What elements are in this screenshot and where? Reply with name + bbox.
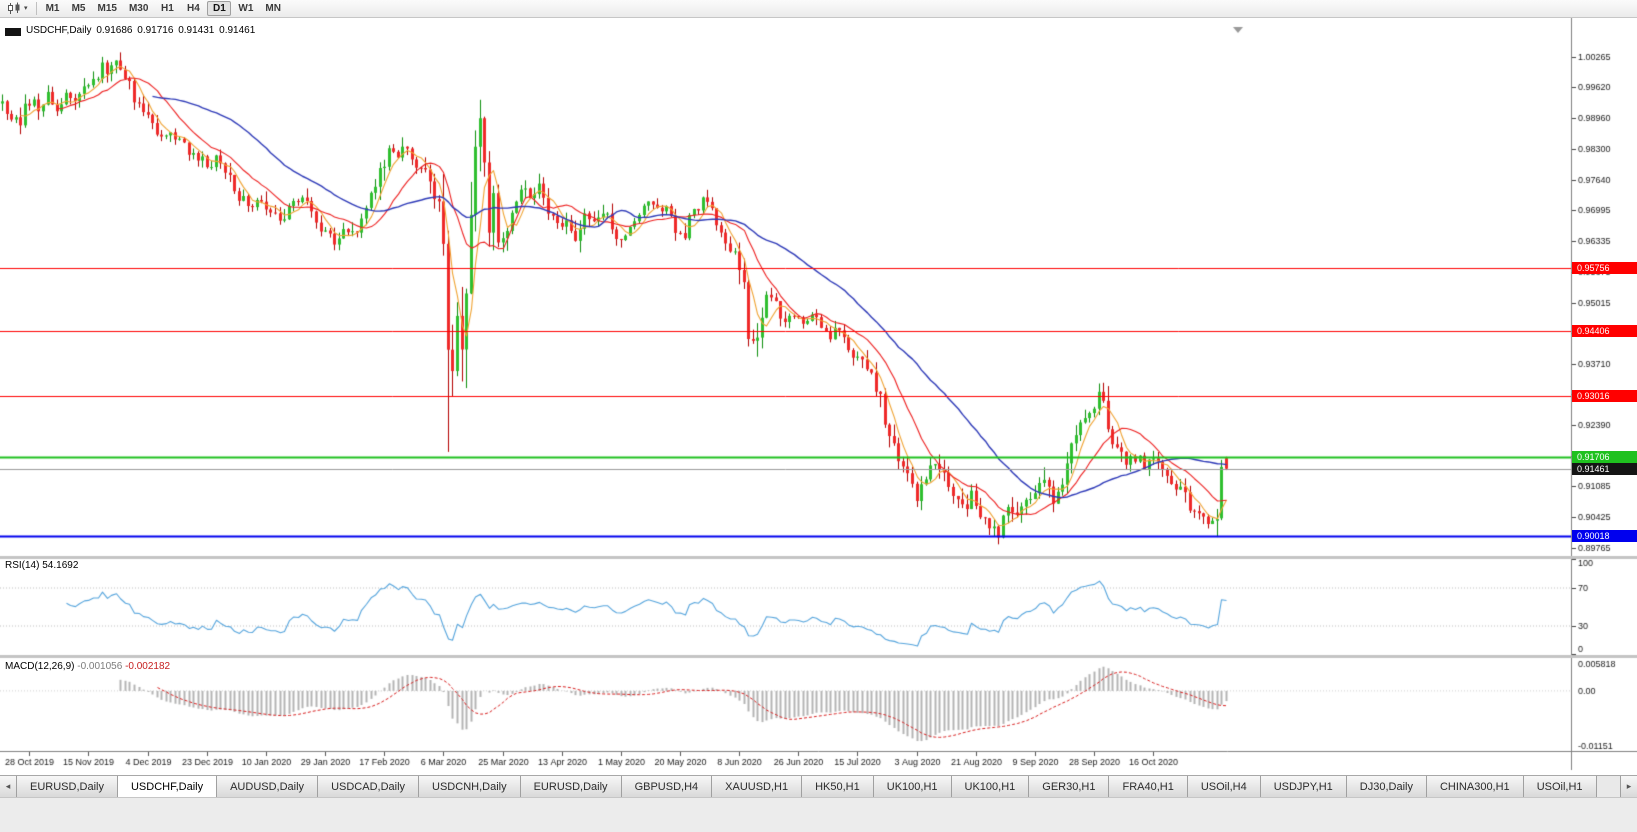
chart-tab-xauusd-h1[interactable]: XAUUSD,H1 [712,776,803,797]
hline-price-badge: 0.94406 [1572,325,1637,337]
hline-price-badge: 0.95756 [1572,262,1637,274]
chart-tab-eurusd-daily[interactable]: EURUSD,Daily [17,776,118,797]
chart-tab-usdjpy-h1[interactable]: USDJPY,H1 [1260,776,1347,797]
macd-main-value: -0.001056 [77,661,123,672]
timeframe-button-h1[interactable]: H1 [161,3,174,14]
ohlc-high: 0.91716 [137,25,174,36]
broker-logo [5,28,21,36]
timeframe-button-mn[interactable]: MN [265,3,281,14]
chart-title: USDCHF,Daily 0.91686 0.91716 0.91431 0.9… [26,25,257,36]
chart-tab-dj30-daily[interactable]: DJ30,Daily [1346,776,1427,797]
rsi-name: RSI(14) [5,560,40,571]
timeframe-button-m1[interactable]: M1 [45,3,60,14]
macd-name: MACD(12,26,9) [5,661,75,672]
macd-indicator-label: MACD(12,26,9) -0.001056 -0.002182 [5,661,170,672]
rsi-value: 54.1692 [42,560,79,571]
hline-price-badge: 0.91706 [1572,451,1637,463]
ohlc-close: 0.91461 [219,25,256,36]
hline-price-badge: 0.93016 [1572,390,1637,402]
timeframe-button-m15[interactable]: M15 [97,3,117,14]
timeframe-button-m30[interactable]: M30 [128,3,149,14]
candlestick-chart-icon [8,2,20,14]
chart-tab-usoil-h4[interactable]: USOil,H4 [1187,776,1261,797]
timeframe-button-h4[interactable]: H4 [187,3,200,14]
chart-tab-fra40-h1[interactable]: FRA40,H1 [1109,776,1188,797]
tab-scroll-left-icon[interactable]: ◂ [0,776,17,797]
chart-tab-usdcad-daily[interactable]: USDCAD,Daily [318,776,420,797]
chart-tab-eurusd-daily[interactable]: EURUSD,Daily [520,776,622,797]
chart-tab-uk100-h1[interactable]: UK100,H1 [873,776,952,797]
chart-tab-usdchf-daily[interactable]: USDCHF,Daily [117,776,218,797]
chart-tab-china300-h1[interactable]: CHINA300,H1 [1426,776,1524,797]
chart-tab-uk100-h1[interactable]: UK100,H1 [951,776,1030,797]
chart-symbol-label: USDCHF,Daily [26,25,92,36]
macd-signal-value: -0.002182 [125,661,171,672]
chart-tab-audusd-daily[interactable]: AUDUSD,Daily [217,776,319,797]
caret-down-icon: ▾ [24,5,28,12]
chart-tab-usdcnh-daily[interactable]: USDCNH,Daily [419,776,521,797]
ohlc-low: 0.91431 [178,25,215,36]
rsi-indicator-label: RSI(14) 54.1692 [5,560,78,571]
ohlc-open: 0.91686 [96,25,133,36]
timeframe-button-w1[interactable]: W1 [238,3,254,14]
tab-scroll-right-icon[interactable]: ▸ [1620,776,1637,797]
bid-price-badge: 0.91461 [1572,463,1637,475]
chart-tabbar: ◂ EURUSD,Daily USDCHF,Daily AUDUSD,Daily USD… [0,775,1637,797]
chart-tab-hk50-h1[interactable]: HK50,H1 [802,776,874,797]
timeframe-button-d1[interactable]: D1 [207,1,232,16]
timeframe-button-m5[interactable]: M5 [71,3,86,14]
chart-tab-usoil-h1[interactable]: USOil,H1 [1523,776,1597,797]
timeframe-toolbar: ▾ M1 M5 M15 M30 H1 H4 D1 W1 MN [0,0,1637,18]
chart-tab-ger30-h1[interactable]: GER30,H1 [1029,776,1110,797]
hline-price-badge: 0.90018 [1572,530,1637,542]
chart-type-button[interactable]: ▾ [3,1,32,17]
chart-canvas[interactable] [0,18,1637,775]
chart-tab-gbpusd-h4[interactable]: GBPUSD,H4 [621,776,713,797]
statusbar [0,797,1637,832]
timeframe-buttons: M1 M5 M15 M30 H1 H4 D1 W1 MN [41,1,286,16]
toolbar-separator [35,2,37,15]
